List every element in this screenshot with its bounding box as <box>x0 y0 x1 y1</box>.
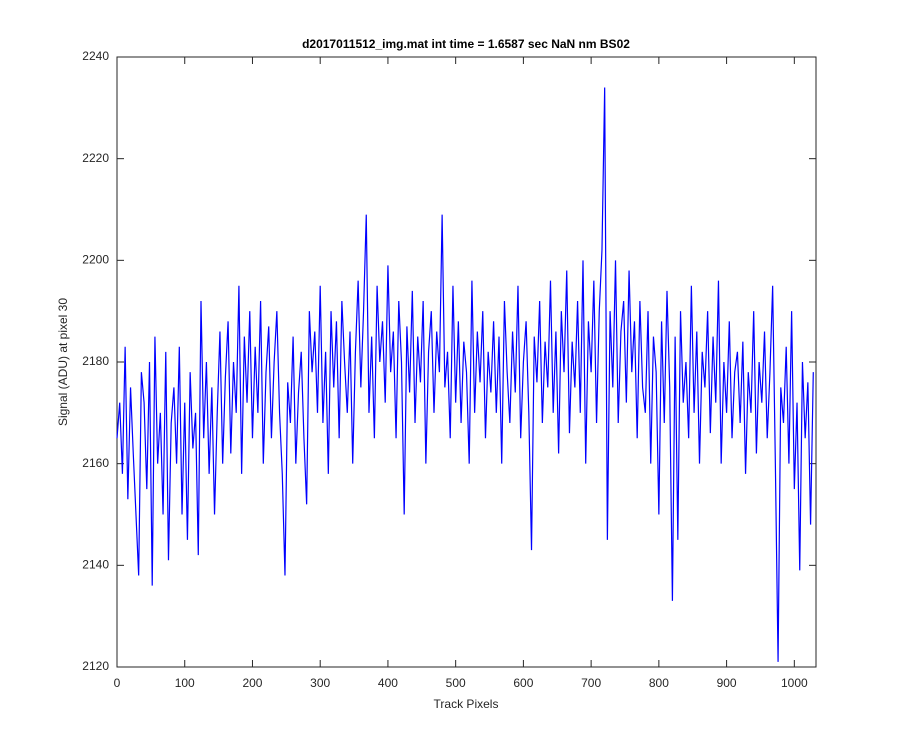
x-tick-label: 400 <box>378 676 398 690</box>
y-axis-label: Signal (ADU) at pixel 30 <box>56 298 70 426</box>
x-tick-label: 900 <box>717 676 737 690</box>
x-tick-label: 600 <box>513 676 533 690</box>
x-axis-label: Track Pixels <box>434 697 499 711</box>
x-tick-label: 0 <box>114 676 121 690</box>
x-tick-label: 700 <box>581 676 601 690</box>
y-tick-label: 2240 <box>82 49 109 63</box>
x-tick-label: 200 <box>242 676 262 690</box>
y-tick-label: 2120 <box>82 659 109 673</box>
y-tick-label: 2140 <box>82 558 109 572</box>
y-tick-label: 2180 <box>82 354 109 368</box>
x-tick-label: 300 <box>310 676 330 690</box>
y-tick-label: 2200 <box>82 253 109 267</box>
x-tick-label: 1000 <box>781 676 808 690</box>
x-tick-label: 800 <box>649 676 669 690</box>
data-line <box>116 87 814 662</box>
x-tick-label: 500 <box>446 676 466 690</box>
y-tick-label: 2220 <box>82 151 109 165</box>
y-tick-label: 2160 <box>82 456 109 470</box>
chart-title: d2017011512_img.mat int time = 1.6587 se… <box>302 37 630 51</box>
x-tick-label: 100 <box>175 676 195 690</box>
